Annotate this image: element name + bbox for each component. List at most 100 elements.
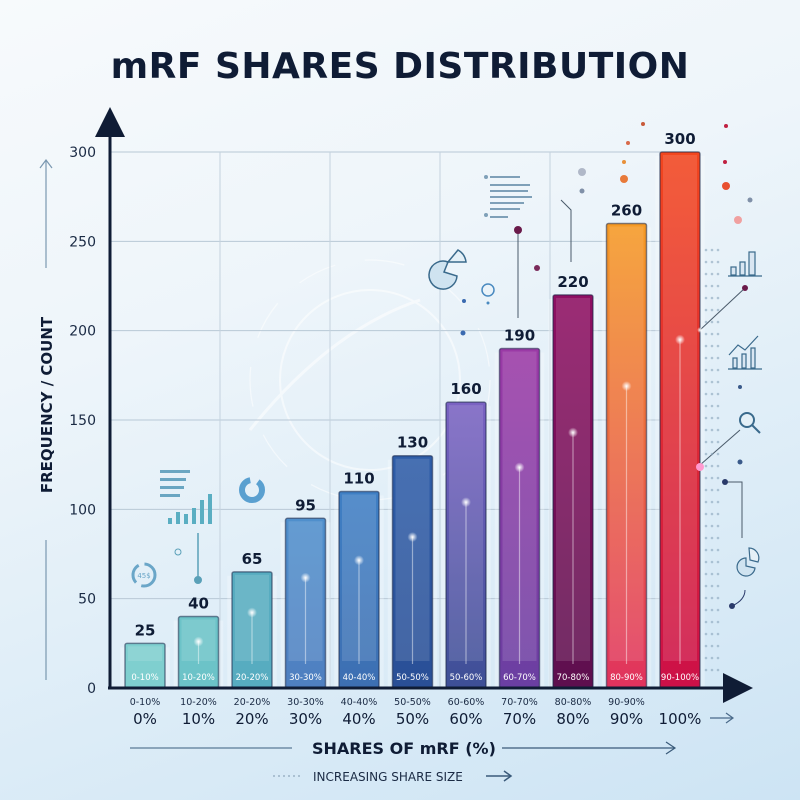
bar-category-label: 60-70% xyxy=(503,673,536,683)
x-tick-label: 100% xyxy=(659,710,702,728)
matrix-dot xyxy=(716,596,720,600)
x-tick-label: 0% xyxy=(133,710,157,728)
x-tick-label: 50% xyxy=(396,710,429,728)
bar-category-label: 10-20% xyxy=(182,673,215,683)
decor-arcs xyxy=(248,259,491,501)
matrix-dot xyxy=(710,548,714,552)
percent-arrow xyxy=(710,712,735,724)
matrix-dot xyxy=(716,248,720,252)
matrix-dot xyxy=(716,656,720,660)
matrix-dot xyxy=(704,632,708,636)
bar-value-label: 65 xyxy=(242,550,263,568)
bar-value-label: 25 xyxy=(135,621,156,639)
bar-value-label: 110 xyxy=(343,469,374,487)
bar-glow-dot xyxy=(568,427,578,438)
bar-highlight xyxy=(128,646,162,661)
matrix-dot xyxy=(704,368,708,372)
bar-highlight xyxy=(663,155,697,661)
matrix-dot xyxy=(716,332,720,336)
matrix-dot xyxy=(710,296,714,300)
matrix-dot xyxy=(704,536,708,540)
bar-highlight xyxy=(288,521,323,661)
bar-category-label: 90-100% xyxy=(661,673,699,683)
bar-category-label: 30-30% xyxy=(289,673,322,683)
bar-glow-dot xyxy=(300,572,311,583)
x-tick-label: 60% xyxy=(449,710,482,728)
matrix-dot xyxy=(716,632,720,636)
x-tick-label: 80% xyxy=(556,710,589,728)
matrix-dot xyxy=(704,392,708,396)
matrix-dot xyxy=(710,440,714,444)
matrix-dot xyxy=(704,320,708,324)
y-tick-label: 250 xyxy=(69,234,96,250)
x-range-label: 90-90% xyxy=(608,697,645,708)
chart-title: mRF SHARES DISTRIBUTION xyxy=(110,46,690,87)
matrix-dot xyxy=(716,284,720,288)
connector-lines xyxy=(517,199,746,538)
matrix-dot xyxy=(716,320,720,324)
matrix-dot xyxy=(704,548,708,552)
matrix-dot xyxy=(704,644,708,648)
matrix-dot xyxy=(710,632,714,636)
bar-highlight xyxy=(609,226,644,661)
donut-icon xyxy=(239,477,265,503)
bar-category-label: 40-40% xyxy=(343,673,376,683)
matrix-dot xyxy=(710,260,714,264)
matrix-dot xyxy=(704,476,708,480)
matrix-dot xyxy=(716,296,720,300)
pie-chart-icon-small xyxy=(736,547,760,577)
matrix-dot xyxy=(704,344,708,348)
matrix-dot xyxy=(710,284,714,288)
bar-value-label: 95 xyxy=(295,496,316,514)
x-range-label: 80-80% xyxy=(555,697,592,708)
bar-value-label: 220 xyxy=(557,273,588,291)
bars: 0-10% 25 10-20% 40 20-20% 65 30-30% 95 40-40% 110… xyxy=(120,130,705,689)
bar-value-label: 300 xyxy=(664,130,695,148)
matrix-dot xyxy=(716,392,720,396)
y-tick-label: 200 xyxy=(69,324,96,340)
matrix-dot xyxy=(716,404,720,408)
bar-highlight xyxy=(502,351,537,661)
trend-icon xyxy=(728,335,762,370)
matrix-dot xyxy=(704,620,708,624)
y-tick-label: 100 xyxy=(69,502,96,518)
bar-category-label: 50-60% xyxy=(450,673,483,683)
matrix-dot xyxy=(710,572,714,576)
bar-value-label: 40 xyxy=(188,595,209,613)
matrix-dot xyxy=(710,428,714,432)
matrix-dot xyxy=(716,380,720,384)
matrix-dot xyxy=(710,608,714,612)
matrix-dot xyxy=(704,608,708,612)
bar-highlight xyxy=(556,297,590,661)
matrix-dot xyxy=(704,452,708,456)
y-tick-label: 0 xyxy=(87,681,96,697)
matrix-dot xyxy=(716,536,720,540)
mini-bar-chart-icon xyxy=(168,494,212,524)
increasing-note-group: INCREASING SHARE SIZE xyxy=(273,770,513,784)
x-labels: 0-10% 0% 10-20% 10% 20-20% 20% 30-30% 30% 40-40%… xyxy=(130,697,702,728)
matrix-dot xyxy=(710,536,714,540)
x-axis-title-group: SHARES OF mRF (%) xyxy=(130,739,677,758)
list-icon xyxy=(160,470,190,497)
matrix-dot xyxy=(704,272,708,276)
matrix-dot xyxy=(716,452,720,456)
x-tick-label: 40% xyxy=(342,710,375,728)
matrix-dot xyxy=(710,500,714,504)
matrix-dot xyxy=(716,428,720,432)
matrix-dot xyxy=(710,248,714,252)
matrix-dot xyxy=(716,500,720,504)
matrix-dot xyxy=(704,356,708,360)
matrix-dot xyxy=(716,416,720,420)
text-lines-icon xyxy=(484,175,532,218)
matrix-dot xyxy=(716,620,720,624)
pie-chart-icon xyxy=(428,249,467,290)
matrix-dot xyxy=(710,488,714,492)
bar-glow-dot xyxy=(407,532,418,543)
matrix-dot xyxy=(710,560,714,564)
x-range-label: 0-10% xyxy=(130,697,161,708)
bar-glow-dot xyxy=(514,462,525,473)
matrix-dot xyxy=(704,404,708,408)
x-tick-label: 90% xyxy=(610,710,643,728)
matrix-dot xyxy=(710,344,714,348)
